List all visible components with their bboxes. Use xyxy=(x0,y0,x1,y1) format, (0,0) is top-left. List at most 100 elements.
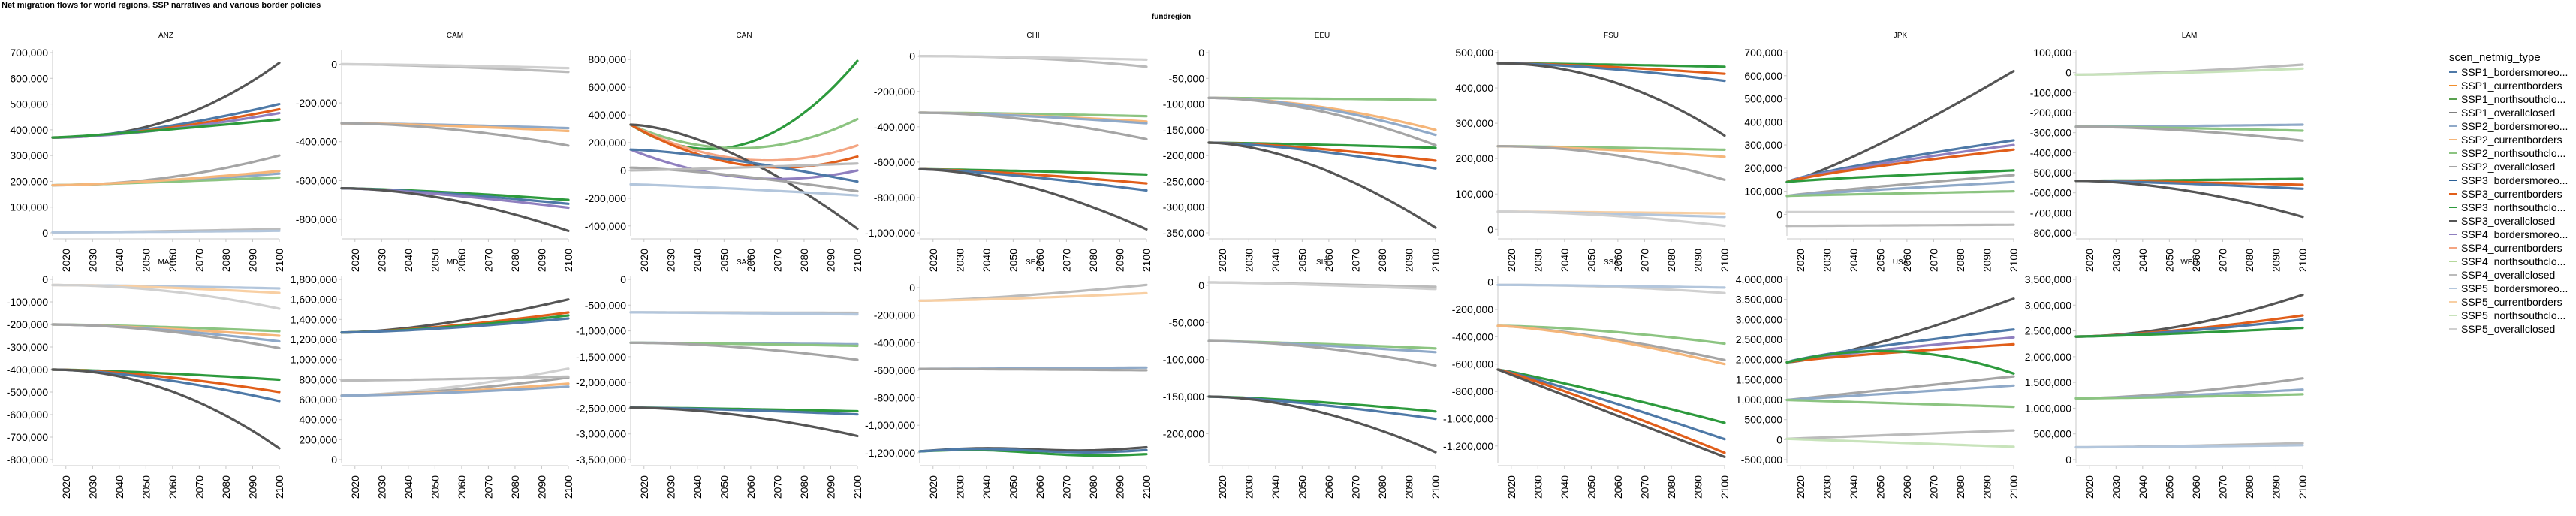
x-tick-label: 2070 xyxy=(193,475,205,499)
legend-item[interactable]: SSP3_northsouthclo... xyxy=(2449,201,2568,214)
series-line xyxy=(629,311,859,316)
legend-item[interactable]: SSP3_bordersmoreo... xyxy=(2449,174,2568,187)
legend-label: SSP5_bordersmoreo... xyxy=(2461,282,2568,294)
x-tick-label: 2030 xyxy=(1243,475,1255,499)
panel-title: CHI xyxy=(1026,32,1039,40)
x-tick-label: 2040 xyxy=(981,475,993,499)
series-line xyxy=(2074,67,2304,76)
panel-anz: ANZ 700,000 600,000 500,000 400,000 300,000 20… xyxy=(10,32,285,272)
x-tick-label: 2070 xyxy=(1638,249,1650,272)
legend-label: SSP2_currentborders xyxy=(2461,134,2562,146)
legend-item[interactable]: SSP1_bordersmoreo... xyxy=(2449,65,2568,79)
y-tick-label: 600,000 xyxy=(299,394,337,406)
y-tick-label: 0 xyxy=(42,273,48,285)
x-tick-label: 2050 xyxy=(1874,475,1886,499)
series-line xyxy=(629,148,859,183)
legend-item[interactable]: SSP2_currentborders xyxy=(2449,133,2568,146)
x-tick-label: 2080 xyxy=(1087,249,1099,272)
legend-item[interactable]: SSP4_overallclosed xyxy=(2449,268,2568,282)
y-tick-label: 700,000 xyxy=(1744,47,1782,59)
legend-item[interactable]: SSP5_bordersmoreo... xyxy=(2449,282,2568,295)
legend-item[interactable]: SSP1_northsouthclo... xyxy=(2449,92,2568,106)
x-tick-label: 2080 xyxy=(220,249,232,272)
x-tick-label: 2070 xyxy=(1060,475,1072,499)
legend-item[interactable]: SSP2_overallclosed xyxy=(2449,160,2568,174)
y-tick-label: -3,500,000 xyxy=(576,454,626,466)
y-tick-label: -800,000 xyxy=(296,213,337,225)
x-tick-label: 2040 xyxy=(981,249,993,272)
legend-item[interactable]: SSP1_currentborders xyxy=(2449,79,2568,92)
series-line xyxy=(340,385,570,397)
x-tick-label: 2080 xyxy=(1665,475,1677,499)
x-tick-label: 2050 xyxy=(718,475,730,499)
y-tick-label: 2,000,000 xyxy=(1736,354,1782,366)
x-tick-label: 2020 xyxy=(349,249,361,272)
series-line xyxy=(629,341,859,361)
x-tick-label: 2080 xyxy=(1954,249,1966,272)
x-tick-label: 2090 xyxy=(2270,475,2282,499)
series-line xyxy=(1496,324,1726,346)
series-line xyxy=(1785,190,2015,198)
legend-item[interactable]: SSP5_currentborders xyxy=(2449,295,2568,309)
legend-item[interactable]: SSP5_northsouthclo... xyxy=(2449,309,2568,322)
y-tick-label: 400,000 xyxy=(588,109,626,121)
x-tick-label: 2060 xyxy=(1612,475,1624,499)
series-line xyxy=(340,375,570,382)
legend-swatch xyxy=(2449,85,2457,86)
legend-item[interactable]: SSP2_northsouthclo... xyxy=(2449,146,2568,160)
series-line xyxy=(1207,281,1437,291)
y-tick-label: 1,400,000 xyxy=(291,313,337,325)
y-tick-label: 300,000 xyxy=(1744,139,1782,151)
legend-item[interactable]: SSP4_bordersmoreo... xyxy=(2449,228,2568,241)
y-tick-label: 500,000 xyxy=(1455,47,1493,59)
x-tick-label: 2030 xyxy=(2110,249,2122,272)
y-tick-label: 0 xyxy=(1776,208,1782,220)
y-tick-label: 3,500,000 xyxy=(2025,273,2071,285)
chart-title: Net migration flows for world regions, S… xyxy=(2,1,321,10)
x-tick-label: 2030 xyxy=(86,249,98,272)
x-tick-label: 2070 xyxy=(1927,249,1939,272)
y-tick-label: -1,200,000 xyxy=(865,447,915,459)
x-tick-label: 2100 xyxy=(2297,249,2309,272)
y-tick-label: -3,000,000 xyxy=(576,428,626,440)
legend-item[interactable]: SSP3_currentborders xyxy=(2449,187,2568,201)
legend-swatch xyxy=(2449,328,2457,330)
x-tick-label: 2090 xyxy=(1113,475,1125,499)
legend-item[interactable]: SSP4_northsouthclo... xyxy=(2449,255,2568,268)
series-line xyxy=(1496,283,1726,289)
x-tick-label: 2020 xyxy=(1794,475,1806,499)
x-tick-label: 2050 xyxy=(1007,249,1019,272)
panel-sis: SIS 0 -50,000 -100,000 -150,000 -200,000 2020 2… xyxy=(1163,258,1442,499)
x-tick-label: 2050 xyxy=(1296,249,1308,272)
x-tick-label: 2070 xyxy=(482,249,494,272)
legend-item[interactable]: SSP1_overallclosed xyxy=(2449,106,2568,119)
legend-swatch xyxy=(2449,152,2457,154)
y-tick-label: 0 xyxy=(620,273,626,285)
legend-item[interactable]: SSP3_overallclosed xyxy=(2449,214,2568,228)
legend-item[interactable]: SSP5_overallclosed xyxy=(2449,322,2568,336)
y-tick-label: -300,000 xyxy=(2030,127,2071,139)
y-tick-label: -250,000 xyxy=(1163,175,1204,187)
y-tick-label: -400,000 xyxy=(585,220,626,232)
legend-swatch xyxy=(2449,125,2457,127)
x-tick-label: 2100 xyxy=(851,475,863,499)
y-tick-label: -200,000 xyxy=(1163,149,1204,161)
y-tick-label: 200,000 xyxy=(1455,152,1493,164)
x-tick-label: 2100 xyxy=(562,249,574,272)
legend-item[interactable]: SSP4_currentborders xyxy=(2449,241,2568,255)
x-tick-label: 2100 xyxy=(1140,475,1152,499)
series-line xyxy=(918,291,1148,302)
x-tick-label: 2030 xyxy=(664,249,676,272)
y-tick-label: 0 xyxy=(2065,454,2071,466)
series-line xyxy=(51,229,281,234)
y-tick-label: 100,000 xyxy=(2033,47,2071,59)
y-tick-label: -800,000 xyxy=(874,192,915,204)
y-tick-label: -100,000 xyxy=(1163,98,1204,110)
legend-item[interactable]: SSP2_bordersmoreo... xyxy=(2449,119,2568,133)
y-tick-label: 0 xyxy=(1776,433,1782,445)
legend-swatch xyxy=(2449,139,2457,140)
y-tick-label: -200,000 xyxy=(1163,427,1204,439)
x-tick-label: 2030 xyxy=(664,475,676,499)
y-tick-label: 200,000 xyxy=(299,433,337,445)
y-tick-label: 3,000,000 xyxy=(2025,299,2071,311)
